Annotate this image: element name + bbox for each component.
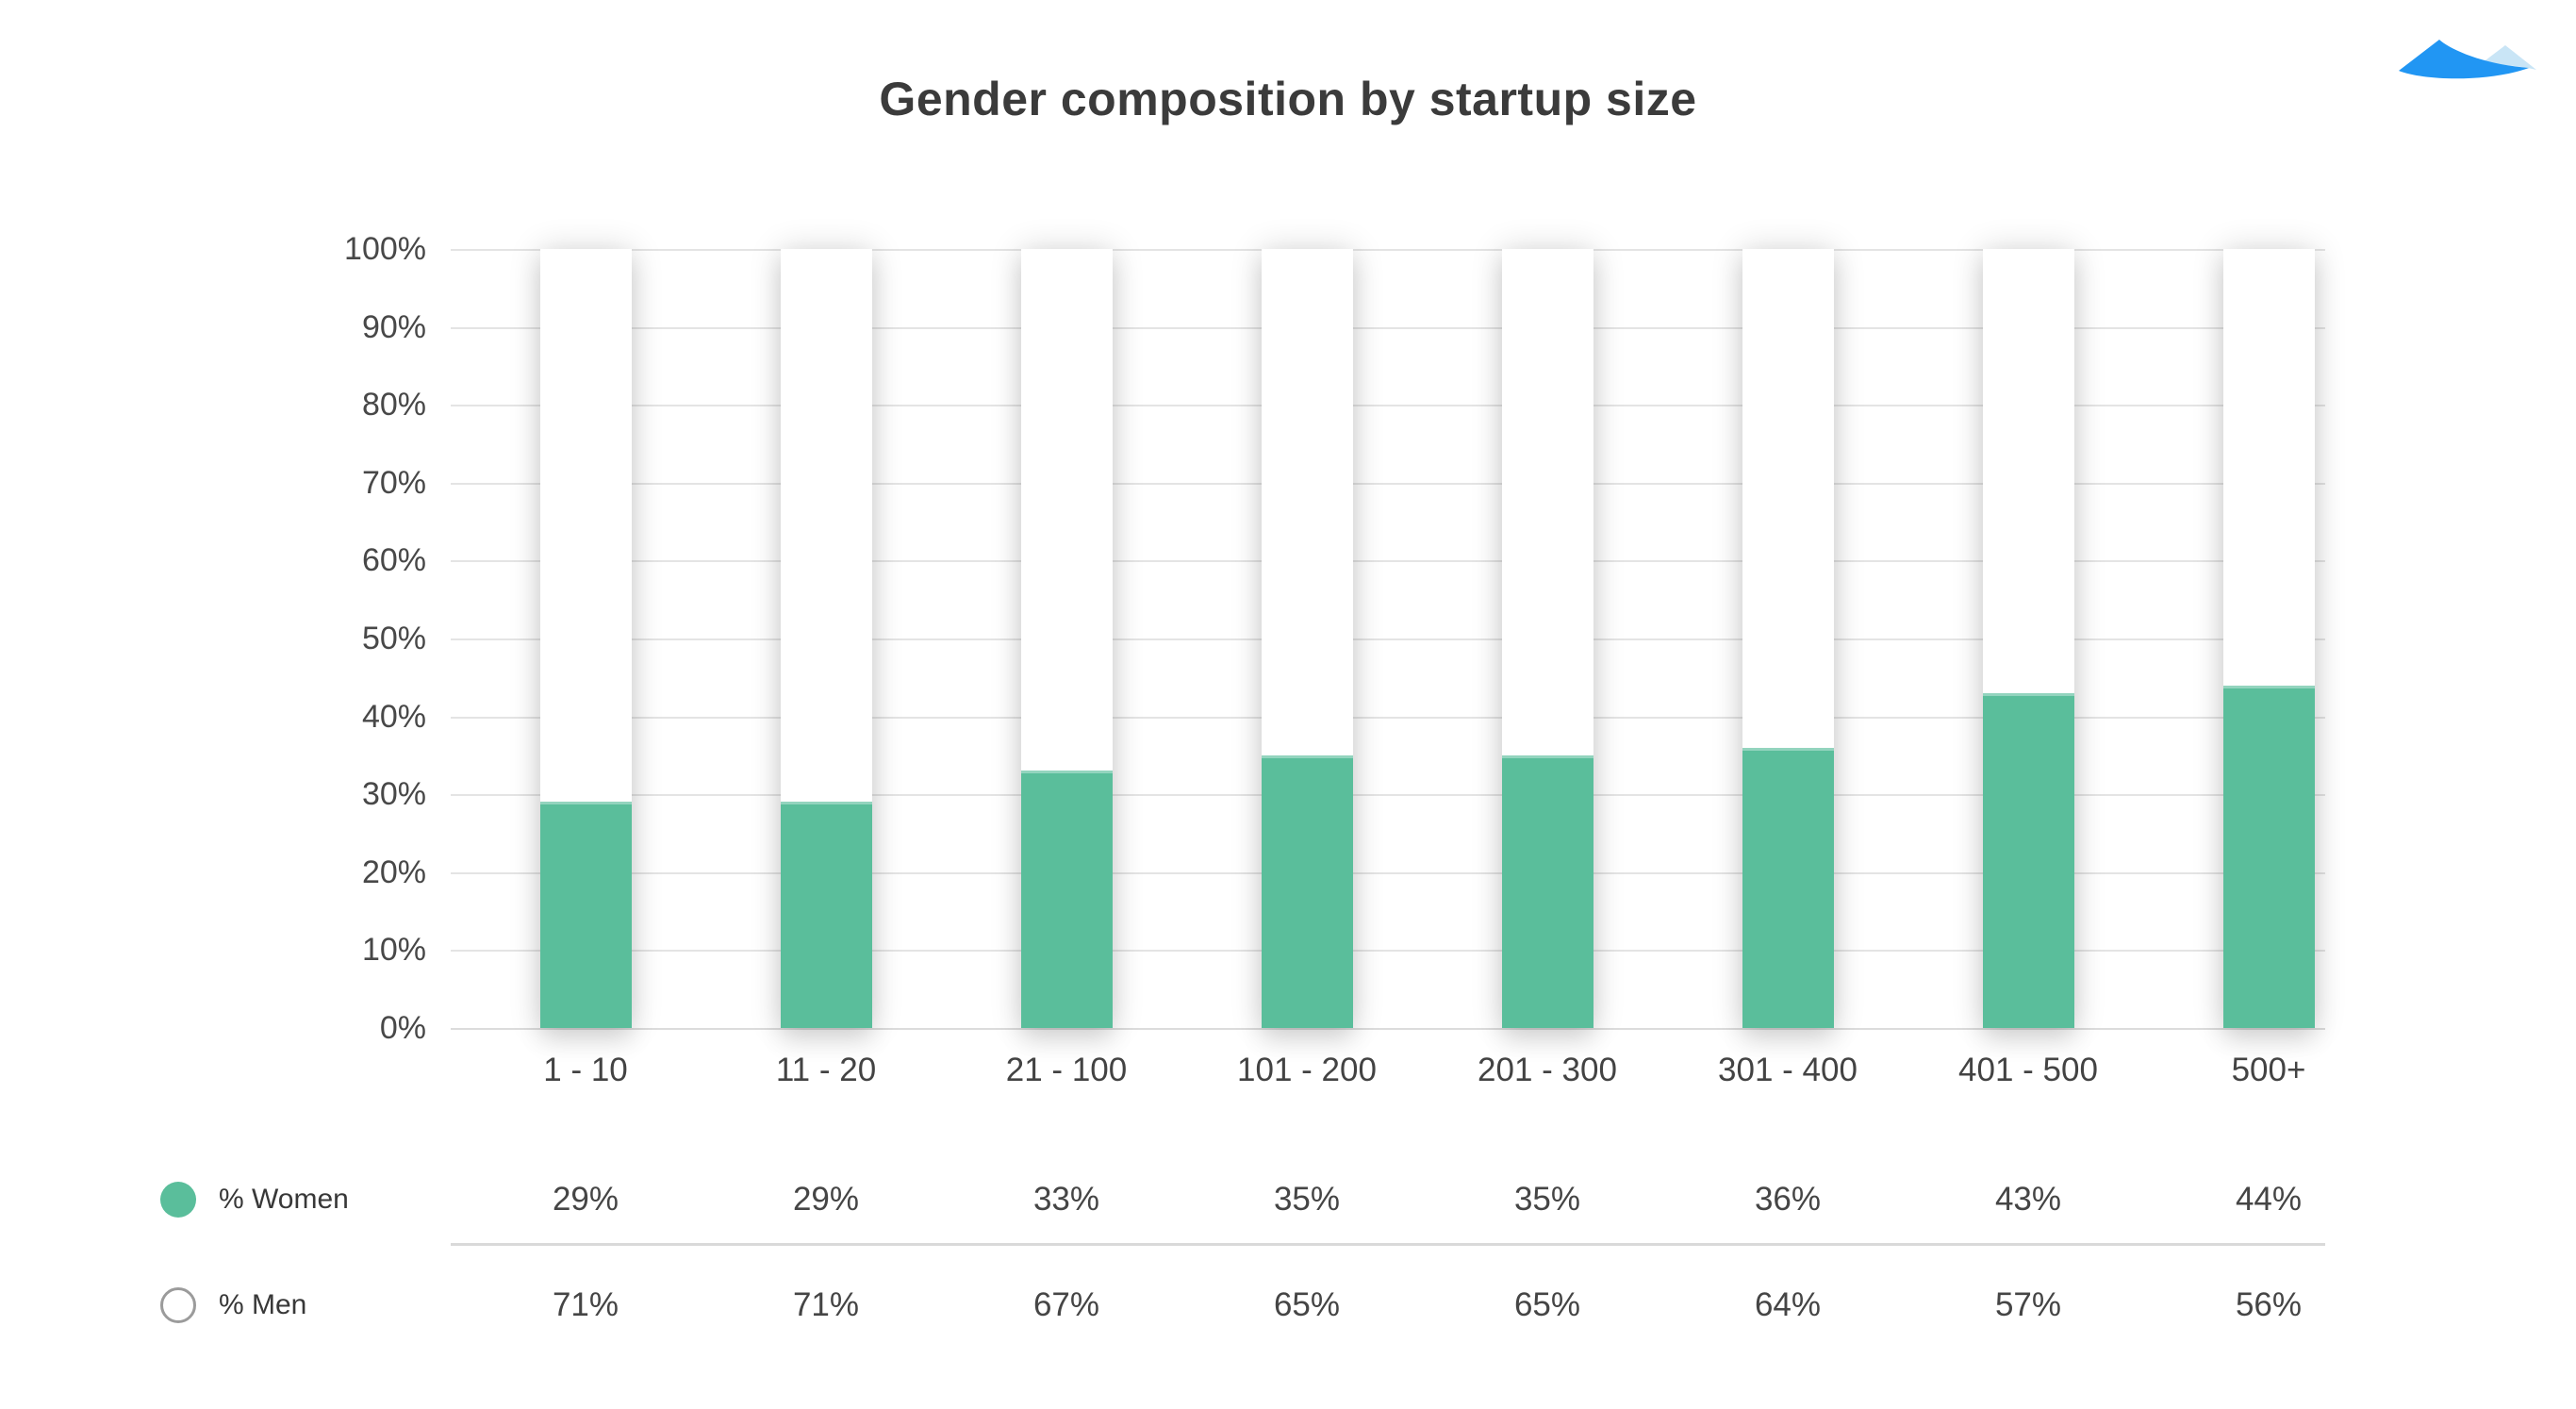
- mountain-logo-icon: [2395, 38, 2542, 94]
- bar-segment-women: [1501, 754, 1593, 1028]
- bar-segment-women: [2222, 685, 2315, 1028]
- bar-segment-women: [1261, 754, 1353, 1028]
- bar-column: [1261, 249, 1353, 1028]
- gridline: [451, 638, 2325, 640]
- bar-column: [1742, 249, 1834, 1028]
- men-value-cell: 71%: [792, 1286, 860, 1323]
- bar-column: [2222, 249, 2315, 1028]
- x-axis-label: 21 - 100: [1005, 1052, 1128, 1088]
- x-axis-label: 201 - 300: [1478, 1052, 1617, 1088]
- legend-label: % Women: [219, 1184, 349, 1215]
- men-value-cell: 65%: [1513, 1286, 1581, 1323]
- y-axis-label: 40%: [361, 699, 426, 735]
- bar-column: [1501, 249, 1593, 1028]
- y-axis-label: 70%: [361, 465, 426, 501]
- women-value-cell: 35%: [1273, 1181, 1341, 1218]
- women-value-cell: 44%: [2235, 1181, 2303, 1218]
- men-value-cell: 64%: [1754, 1286, 1822, 1323]
- men-value-cell: 71%: [552, 1286, 619, 1323]
- women-value-cell: 33%: [1032, 1181, 1100, 1218]
- y-axis-label: 50%: [361, 621, 426, 656]
- women-legend-marker-icon: [160, 1182, 196, 1218]
- bar-segment-women: [1020, 771, 1113, 1028]
- legend-label: % Men: [219, 1289, 307, 1320]
- bar-segment-women: [1982, 692, 2074, 1028]
- men-value-cell: 67%: [1032, 1286, 1100, 1323]
- x-axis-label: 500+: [2231, 1052, 2306, 1088]
- y-axis-label: 90%: [361, 309, 426, 345]
- men-value-cell: 65%: [1273, 1286, 1341, 1323]
- y-axis-label: 10%: [361, 932, 426, 968]
- y-axis-label: 20%: [361, 854, 426, 890]
- chart-title: Gender composition by startup size: [879, 73, 1697, 125]
- bar-column: [780, 249, 872, 1028]
- x-axis-label: 401 - 500: [1958, 1052, 2098, 1088]
- x-axis-label: 1 - 10: [543, 1052, 628, 1088]
- y-axis-label: 80%: [361, 387, 426, 423]
- women-value-cell: 35%: [1513, 1181, 1581, 1218]
- gridline: [451, 872, 2325, 874]
- y-axis-label: 30%: [361, 776, 426, 812]
- women-value-cell: 36%: [1754, 1181, 1822, 1218]
- gridline: [451, 1028, 2325, 1030]
- gridline: [451, 717, 2325, 719]
- men-legend-marker-icon: [160, 1287, 196, 1323]
- gridline: [451, 249, 2325, 251]
- row-divider: [451, 1243, 2325, 1246]
- women-value-cell: 29%: [792, 1181, 860, 1218]
- bar-column: [1020, 249, 1113, 1028]
- bar-segment-women: [539, 802, 632, 1028]
- women-value-cell: 43%: [1994, 1181, 2062, 1218]
- y-axis-label: 0%: [379, 1010, 426, 1046]
- bar-column: [539, 249, 632, 1028]
- gridline: [451, 327, 2325, 329]
- women-value-cell: 29%: [552, 1181, 619, 1218]
- bar-column: [1982, 249, 2074, 1028]
- x-axis-label: 301 - 400: [1718, 1052, 1858, 1088]
- bar-segment-women: [1742, 747, 1834, 1028]
- gridline: [451, 560, 2325, 562]
- men-value-cell: 56%: [2235, 1286, 2303, 1323]
- y-axis-label: 100%: [344, 231, 426, 267]
- x-axis-label: 101 - 200: [1237, 1052, 1377, 1088]
- gridline: [451, 950, 2325, 952]
- men-value-cell: 57%: [1994, 1286, 2062, 1323]
- gridline: [451, 794, 2325, 796]
- gridline: [451, 483, 2325, 485]
- bar-segment-women: [780, 802, 872, 1028]
- gridline: [451, 405, 2325, 406]
- x-axis-label: 11 - 20: [775, 1052, 877, 1088]
- y-axis-label: 60%: [361, 542, 426, 578]
